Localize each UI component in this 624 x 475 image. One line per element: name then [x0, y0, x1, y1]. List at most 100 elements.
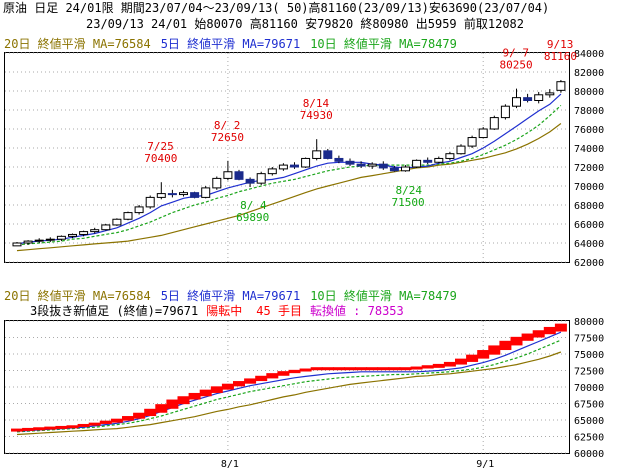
newvalue-bar [233, 381, 245, 387]
low-anno-value: 71500 [392, 196, 425, 209]
candle-body [323, 150, 333, 159]
candle-body [467, 137, 477, 147]
newvalue-bar [266, 373, 279, 379]
candle-body [423, 159, 433, 163]
newvalue-bar [122, 416, 134, 421]
y-tick-label: 70000 [574, 383, 604, 394]
candle-body [389, 167, 399, 172]
candle-body [334, 157, 344, 162]
y-tick-label: 72000 [574, 163, 604, 174]
candle-body [134, 206, 144, 214]
newvalue-bar [443, 361, 456, 367]
high-anno-value: 72650 [211, 131, 244, 144]
legend-bottom-ma5: 5日 終値平滑 MA=79671 [160, 289, 301, 303]
candle-body [456, 145, 466, 155]
y-tick-label: 62000 [574, 258, 604, 269]
newvalue-bar [388, 367, 401, 371]
high-anno-date: 9/ 7 [503, 47, 530, 60]
candle-body [68, 233, 77, 237]
candle-body [523, 97, 533, 102]
newvalue-bar [499, 340, 512, 351]
newvalue-bar [188, 392, 201, 400]
newvalue-bar [410, 366, 423, 370]
high-anno-value: 74930 [300, 109, 333, 122]
y-tick-label: 80000 [574, 87, 604, 98]
newvalue-bar [177, 396, 190, 405]
candle-chart: 84000 82000 80000 78000 76000 74000 72000 70000… [5, 38, 604, 270]
newvalue-bar [532, 330, 545, 338]
candle-body [145, 196, 155, 208]
newvalue-bar [510, 336, 523, 346]
newvalue-bar [466, 354, 479, 362]
legend-bottom-line2: 3段抜き新値足 (終値)=79671 陽転中 45 手目 転換値 : 78353 [30, 303, 414, 319]
y-tick-label: 70000 [574, 182, 604, 193]
candle-body [112, 218, 122, 226]
newvalue-bar [155, 404, 168, 413]
candle-body [478, 128, 488, 139]
y-tick-label: 65000 [574, 416, 604, 427]
candle-body [179, 192, 188, 196]
y-tick-label: 64000 [574, 239, 604, 250]
candle-body [267, 168, 277, 175]
high-anno-date: 7/25 [147, 140, 174, 153]
candle-body [367, 163, 377, 167]
candle-body [223, 171, 233, 179]
newvalue-bar [210, 386, 223, 393]
legend-top: 20日 終値平滑 MA=76584 5日 終値平滑 MA=79671 10日 終値平… [4, 36, 467, 52]
candle-body [101, 224, 111, 231]
y-tick-label: 80000 [574, 317, 604, 328]
newvalue-bar [44, 426, 57, 430]
legend-ma5: 5日 終値平滑 MA=79671 [160, 37, 301, 51]
newvalue-bar [77, 423, 90, 427]
x-tick-label: 8/1 [221, 269, 239, 270]
newvalue-bar [288, 369, 301, 374]
newvalue-bar [244, 378, 257, 384]
newvalue-bar [11, 428, 23, 432]
y-tick-label: 67500 [574, 400, 604, 411]
newvalue-bar [133, 412, 146, 419]
newvalue-bar [277, 371, 290, 376]
newvalue-bar [299, 368, 312, 372]
high-anno-date: 8/ 2 [214, 119, 241, 132]
newvalue-bar [66, 425, 79, 429]
candle-body [123, 212, 133, 220]
candle-body [500, 105, 510, 119]
candle-body [445, 153, 455, 159]
candle-body [12, 242, 22, 247]
newvalue-bar [321, 367, 334, 371]
ma5-line [16, 93, 562, 245]
candle-body [312, 150, 322, 159]
candle-body [190, 192, 200, 198]
newvalue-bar [22, 427, 35, 431]
y-tick-label: 62500 [574, 433, 604, 444]
candle-body [434, 157, 444, 163]
x-tick-label: 9/1 [476, 269, 494, 270]
candle-body [301, 157, 311, 168]
candle-body [256, 173, 266, 184]
y-tick-label: 75000 [574, 350, 604, 361]
candle-body [545, 92, 555, 96]
high-anno-value: 81160 [544, 50, 577, 63]
y-tick-label: 82000 [574, 68, 604, 79]
newvalue-bar [455, 358, 467, 365]
newvalue-bar [366, 367, 379, 371]
y-tick-label: 78000 [574, 106, 604, 117]
candle-body [245, 178, 255, 184]
y-tick-label: 72500 [574, 367, 604, 378]
x-tick-label: 8/1 [221, 459, 239, 470]
newvalue-bar [521, 333, 534, 341]
candle-body [378, 163, 388, 169]
newvalue-bar [432, 363, 445, 368]
high-anno-date: 9/13 [547, 38, 574, 51]
newvalue-bar [166, 399, 179, 409]
legend-ma10: 10日 終値平滑 MA=78479 [310, 37, 457, 51]
high-anno-date: 8/14 [303, 97, 330, 110]
candle-body [23, 240, 33, 244]
candle-body [34, 239, 44, 242]
candle-body [234, 171, 244, 180]
newvalue-bar [99, 420, 112, 424]
candle-body [401, 166, 410, 172]
candle-body [345, 160, 355, 165]
newvalue-bar [488, 345, 501, 355]
newvalue-bar [310, 367, 323, 371]
